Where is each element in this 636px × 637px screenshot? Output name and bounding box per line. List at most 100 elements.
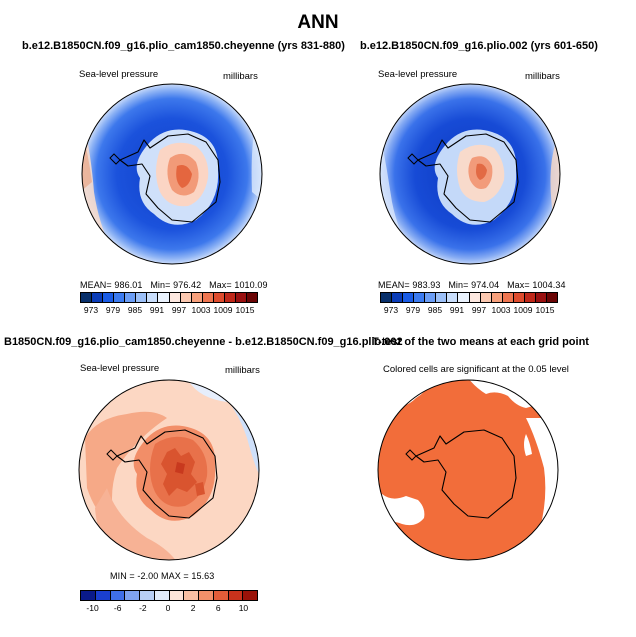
- colorbar-cell: [235, 293, 247, 302]
- colorbar-tick-label: 985: [427, 305, 443, 315]
- colorbar-cell: [140, 591, 155, 600]
- colorbar-cell: [228, 591, 244, 600]
- panel-1-max-value: 1010.09: [234, 280, 268, 290]
- panel-1-variable-label: Sea-level pressure: [79, 69, 159, 80]
- colorbar-tick-label: 997: [471, 305, 487, 315]
- panel-2-max-label: Max=: [507, 280, 530, 290]
- panel-1-colorbar: [80, 292, 258, 303]
- panel-2-title: b.e12.B1850CN.f09_g16.plio.002 (yrs 601-…: [360, 40, 598, 52]
- colorbar-cell: [199, 591, 214, 600]
- colorbar-cell: [125, 293, 137, 302]
- colorbar-cell: [184, 591, 199, 600]
- panel-3-max-value: 15.63: [191, 571, 215, 581]
- panel-1-units-label: millibars: [223, 71, 258, 82]
- colorbar-cell: [154, 591, 170, 600]
- colorbar-cell: [243, 591, 257, 600]
- colorbar-tick-label: 2: [190, 603, 196, 613]
- colorbar-tick-label: 1003: [191, 305, 211, 315]
- colorbar-tick-label: 6: [215, 603, 221, 613]
- panel-3-stats: MIN = -2.00 MAX = 15.63: [110, 571, 214, 581]
- panel-4-map: [377, 379, 559, 561]
- colorbar-cell: [147, 293, 159, 302]
- colorbar-cell: [224, 293, 236, 302]
- colorbar-tick-label: 985: [127, 305, 143, 315]
- colorbar-cell: [436, 293, 448, 302]
- colorbar-cell: [213, 293, 225, 302]
- panel-2-variable-label: Sea-level pressure: [378, 69, 458, 80]
- panel-4-title: T-test of the two means at each grid poi…: [372, 336, 589, 348]
- colorbar-cell: [158, 293, 170, 302]
- colorbar-cell: [114, 293, 126, 302]
- panel-3-min-value: -2.00: [137, 571, 159, 581]
- panel-3-variable-label: Sea-level pressure: [80, 363, 160, 374]
- panel-3-title: B1850CN.f09_g16.plio_cam1850.cheyenne - …: [4, 336, 403, 348]
- colorbar-tick-label: 979: [105, 305, 121, 315]
- colorbar-cell: [513, 293, 525, 302]
- colorbar-cell: [95, 591, 111, 600]
- colorbar-cell: [169, 293, 181, 302]
- panel-1-stats: MEAN= 986.01 Min= 976.42 Max= 1010.09: [80, 280, 268, 290]
- panel-2-min-label: Min=: [448, 280, 469, 290]
- colorbar-cell: [502, 293, 514, 302]
- colorbar-cell: [414, 293, 426, 302]
- colorbar-cell: [103, 293, 115, 302]
- panel-3-colorbar: [80, 590, 258, 601]
- colorbar-cell: [191, 293, 203, 302]
- colorbar-cell: [535, 293, 547, 302]
- panel-3-min-label: MIN =: [110, 571, 135, 581]
- colorbar-cell: [202, 293, 214, 302]
- panel-2-map: [379, 83, 561, 265]
- colorbar-tick-label: 1009: [213, 305, 233, 315]
- panel-3-units-label: millibars: [225, 365, 260, 376]
- figure-title: ANN: [297, 12, 339, 33]
- panel-2-stats: MEAN= 983.93 Min= 974.04 Max= 1004.34: [378, 280, 566, 290]
- colorbar-cell: [125, 591, 140, 600]
- colorbar-tick-label: 10: [238, 603, 249, 613]
- colorbar-cell: [458, 293, 470, 302]
- panel-1-mean-value: 986.01: [114, 280, 143, 290]
- panel-1-max-label: Max=: [209, 280, 232, 290]
- panel-3-max-label: MAX =: [161, 571, 189, 581]
- colorbar-cell: [81, 293, 93, 302]
- panel-2-max-value: 1004.34: [532, 280, 566, 290]
- colorbar-tick-label: 991: [149, 305, 165, 315]
- colorbar-tick-label: -10: [86, 603, 99, 613]
- colorbar-cell: [136, 293, 148, 302]
- panel-2-units-label: millibars: [525, 71, 560, 82]
- colorbar-tick-label: 997: [171, 305, 187, 315]
- colorbar-tick-label: -2: [139, 603, 147, 613]
- colorbar-tick-label: 1015: [235, 305, 255, 315]
- colorbar-cell: [524, 293, 536, 302]
- colorbar-cell: [81, 591, 96, 600]
- colorbar-cell: [392, 293, 404, 302]
- panel-2-mean-label: MEAN=: [378, 280, 410, 290]
- colorbar-tick-label: 991: [449, 305, 465, 315]
- colorbar-tick-label: 973: [383, 305, 399, 315]
- panel-1-mean-label: MEAN=: [80, 280, 112, 290]
- colorbar-cell: [447, 293, 459, 302]
- panel-1-map: [81, 83, 263, 265]
- panel-3-map: [78, 379, 260, 561]
- colorbar-cell: [403, 293, 415, 302]
- colorbar-cell: [92, 293, 104, 302]
- panel-1-title: b.e12.B1850CN.f09_g16.plio_cam1850.cheye…: [22, 40, 345, 52]
- panel-1-min-value: 976.42: [173, 280, 202, 290]
- colorbar-cell: [469, 293, 481, 302]
- panel-1-min-label: Min=: [150, 280, 171, 290]
- colorbar-tick-label: -6: [113, 603, 122, 613]
- colorbar-cell: [381, 293, 393, 302]
- colorbar-cell: [246, 293, 257, 302]
- colorbar-cell: [480, 293, 492, 302]
- colorbar-cell: [180, 293, 192, 302]
- panel-4-caption: Colored cells are significant at the 0.0…: [383, 364, 569, 375]
- colorbar-tick-label: 1015: [535, 305, 555, 315]
- panel-2-colorbar: [380, 292, 558, 303]
- colorbar-cell: [110, 591, 126, 600]
- colorbar-tick-label: 1003: [491, 305, 511, 315]
- colorbar-cell: [425, 293, 437, 302]
- colorbar-tick-label: 973: [83, 305, 99, 315]
- panel-2-mean-value: 983.93: [412, 280, 441, 290]
- panel-2-min-value: 974.04: [471, 280, 500, 290]
- colorbar-cell: [491, 293, 503, 302]
- colorbar-tick-label: 1009: [513, 305, 533, 315]
